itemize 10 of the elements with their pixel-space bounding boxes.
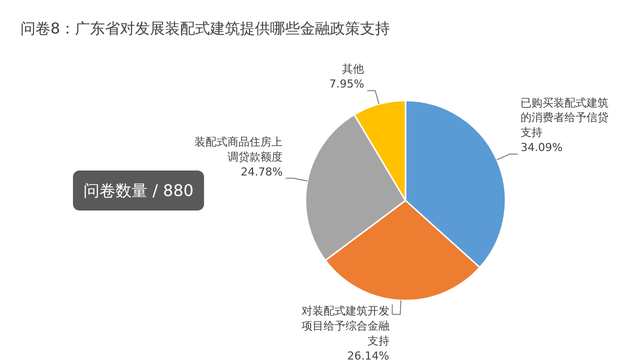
data-label: 7.95% (329, 78, 364, 91)
text: 问卷数量 / 880 (83, 181, 194, 200)
slice-label: 已购买装配式建筑的消费者给予信贷支持 (520, 96, 609, 140)
slice-label: 装配式商品住房上调贷款额度 (194, 135, 283, 164)
data-label: 24.78% (240, 165, 283, 178)
slice-label: 其他 (342, 62, 364, 76)
data-label: 34.09% (520, 141, 563, 154)
data-label: 26.14% (347, 349, 390, 360)
slice-label: 对装配式建筑开发项目给予综合金融支持 (301, 304, 390, 348)
chart-title: 问卷8：广东省对发展装配式建筑提供哪些金融政策支持 (20, 20, 390, 38)
